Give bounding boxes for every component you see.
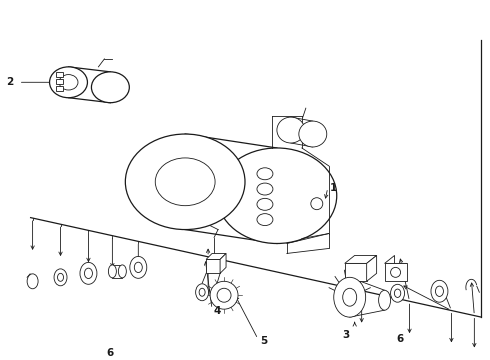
Polygon shape <box>55 86 63 91</box>
Ellipse shape <box>27 274 38 289</box>
Ellipse shape <box>196 284 209 301</box>
Ellipse shape <box>379 290 391 310</box>
Polygon shape <box>367 256 377 281</box>
Polygon shape <box>345 264 367 281</box>
Polygon shape <box>206 253 226 260</box>
Text: 1: 1 <box>330 183 337 193</box>
Ellipse shape <box>257 168 273 180</box>
Polygon shape <box>345 256 377 264</box>
Ellipse shape <box>57 273 64 281</box>
Ellipse shape <box>80 262 97 284</box>
Ellipse shape <box>257 213 273 226</box>
Ellipse shape <box>311 198 323 210</box>
Ellipse shape <box>343 288 357 306</box>
Ellipse shape <box>299 121 327 147</box>
Ellipse shape <box>436 286 443 296</box>
Text: 6: 6 <box>107 348 114 358</box>
Ellipse shape <box>164 168 206 195</box>
Ellipse shape <box>108 265 116 278</box>
Ellipse shape <box>277 117 305 143</box>
Ellipse shape <box>199 288 205 296</box>
Ellipse shape <box>391 284 405 302</box>
Ellipse shape <box>119 265 126 278</box>
Ellipse shape <box>84 268 93 279</box>
Ellipse shape <box>54 269 67 286</box>
Ellipse shape <box>49 67 87 98</box>
Ellipse shape <box>431 280 448 302</box>
Ellipse shape <box>391 267 400 277</box>
Ellipse shape <box>257 183 273 195</box>
Polygon shape <box>385 256 407 271</box>
Text: 4: 4 <box>213 306 220 316</box>
Polygon shape <box>220 253 226 273</box>
Ellipse shape <box>92 72 129 103</box>
Text: 3: 3 <box>342 330 349 340</box>
Ellipse shape <box>125 134 245 230</box>
Polygon shape <box>55 72 63 77</box>
Polygon shape <box>385 264 407 281</box>
Ellipse shape <box>59 75 78 90</box>
Text: 6: 6 <box>396 334 403 344</box>
Ellipse shape <box>155 158 215 206</box>
Text: 2: 2 <box>6 77 13 87</box>
Ellipse shape <box>257 198 273 210</box>
Ellipse shape <box>394 289 401 297</box>
Ellipse shape <box>130 256 147 278</box>
Ellipse shape <box>210 281 238 309</box>
Polygon shape <box>206 260 220 273</box>
Ellipse shape <box>334 277 366 317</box>
Polygon shape <box>55 79 63 84</box>
Ellipse shape <box>217 148 337 243</box>
Ellipse shape <box>217 288 231 302</box>
Text: 5: 5 <box>260 336 267 346</box>
Ellipse shape <box>134 262 142 273</box>
